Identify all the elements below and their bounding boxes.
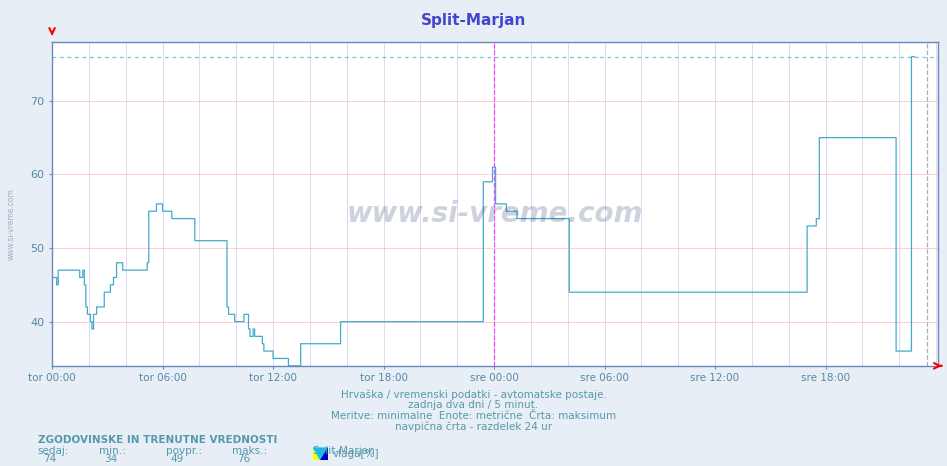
Text: 74: 74 xyxy=(43,454,56,465)
Text: ZGODOVINSKE IN TRENUTNE VREDNOSTI: ZGODOVINSKE IN TRENUTNE VREDNOSTI xyxy=(38,435,277,445)
Polygon shape xyxy=(320,447,328,460)
Text: maks.:: maks.: xyxy=(232,445,267,456)
Polygon shape xyxy=(313,447,328,460)
Text: 49: 49 xyxy=(170,454,184,465)
Text: navpična črta - razdelek 24 ur: navpična črta - razdelek 24 ur xyxy=(395,422,552,432)
Text: vlaga[%]: vlaga[%] xyxy=(332,449,379,459)
Text: 76: 76 xyxy=(237,454,250,465)
Text: Hrvaška / vremenski podatki - avtomatske postaje.: Hrvaška / vremenski podatki - avtomatske… xyxy=(341,390,606,400)
Text: sedaj:: sedaj: xyxy=(38,445,69,456)
Text: Meritve: minimalne  Enote: metrične  Črta: maksimum: Meritve: minimalne Enote: metrične Črta:… xyxy=(331,411,616,421)
Text: www.si-vreme.com: www.si-vreme.com xyxy=(347,199,643,227)
Text: min.:: min.: xyxy=(99,445,126,456)
Text: www.si-vreme.com: www.si-vreme.com xyxy=(7,188,16,260)
Text: povpr.:: povpr.: xyxy=(166,445,202,456)
Text: Split-Marjan: Split-Marjan xyxy=(420,14,527,28)
Polygon shape xyxy=(313,447,320,460)
Text: Split-Marjan: Split-Marjan xyxy=(313,445,375,456)
Text: 34: 34 xyxy=(104,454,117,465)
Text: zadnja dva dni / 5 minut.: zadnja dva dni / 5 minut. xyxy=(408,400,539,411)
